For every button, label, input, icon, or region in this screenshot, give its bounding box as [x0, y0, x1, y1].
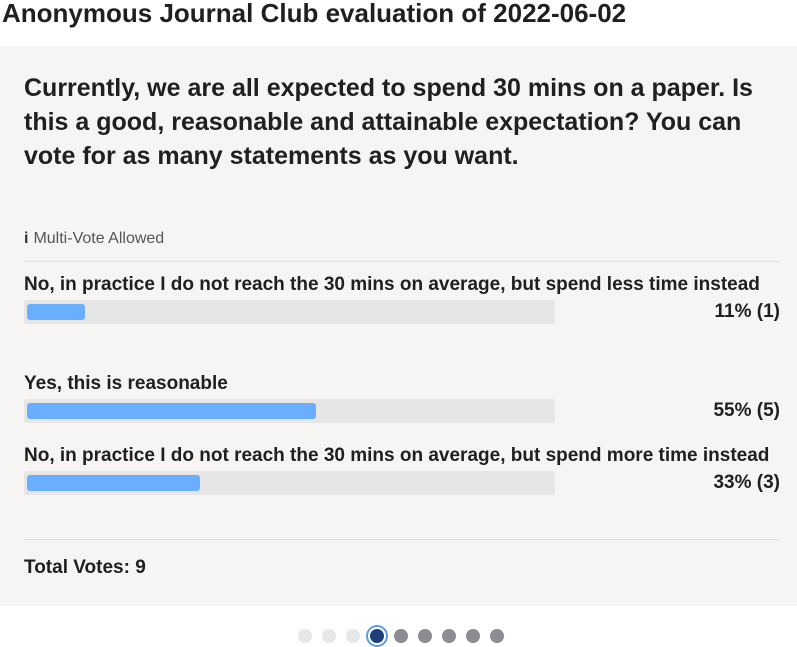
info-icon: i — [24, 230, 29, 247]
pagination-dot[interactable] — [490, 629, 504, 643]
page-title: Anonymous Journal Club evaluation of 202… — [2, 0, 627, 28]
result-bar-fill — [27, 475, 200, 491]
poll-card: Currently, we are all expected to spend … — [0, 46, 797, 606]
pagination-dot[interactable] — [346, 629, 360, 643]
result-bar-track — [24, 300, 555, 324]
divider — [24, 261, 780, 262]
poll-option-less-time[interactable]: No, in practice I do not reach the 30 mi… — [24, 271, 784, 324]
pagination-dot[interactable] — [466, 629, 480, 643]
pagination-dot[interactable] — [394, 629, 408, 643]
option-result-row: 11% (1) — [24, 300, 784, 324]
result-bar-track — [24, 399, 555, 423]
pagination-dot-active[interactable] — [370, 629, 384, 643]
result-bar-fill — [27, 403, 316, 419]
pagination-dot[interactable] — [298, 629, 312, 643]
poll-option-reasonable[interactable]: Yes, this is reasonable 55% (5) — [24, 370, 784, 423]
pagination-dot[interactable] — [418, 629, 432, 643]
option-label: Yes, this is reasonable — [24, 373, 228, 394]
result-percent: 11% (1) — [714, 301, 780, 322]
pagination-dot[interactable] — [442, 629, 456, 643]
option-result-row: 55% (5) — [24, 399, 784, 423]
multi-vote-label: Multi-Vote Allowed — [33, 230, 165, 247]
total-votes: Total Votes: 9 — [24, 557, 146, 578]
result-percent: 33% (3) — [713, 472, 780, 493]
result-bar-fill — [27, 304, 85, 320]
poll-option-more-time[interactable]: No, in practice I do not reach the 30 mi… — [24, 442, 784, 495]
option-label: No, in practice I do not reach the 30 mi… — [24, 445, 770, 466]
pagination-dots — [298, 628, 514, 644]
multi-vote-note: i Multi-Vote Allowed — [24, 230, 164, 248]
pagination-dot[interactable] — [322, 629, 336, 643]
option-result-row: 33% (3) — [24, 471, 784, 495]
result-percent: 55% (5) — [713, 400, 780, 421]
divider — [24, 539, 780, 540]
option-label: No, in practice I do not reach the 30 mi… — [24, 274, 760, 295]
result-bar-track — [24, 471, 555, 495]
poll-question: Currently, we are all expected to spend … — [24, 74, 753, 170]
